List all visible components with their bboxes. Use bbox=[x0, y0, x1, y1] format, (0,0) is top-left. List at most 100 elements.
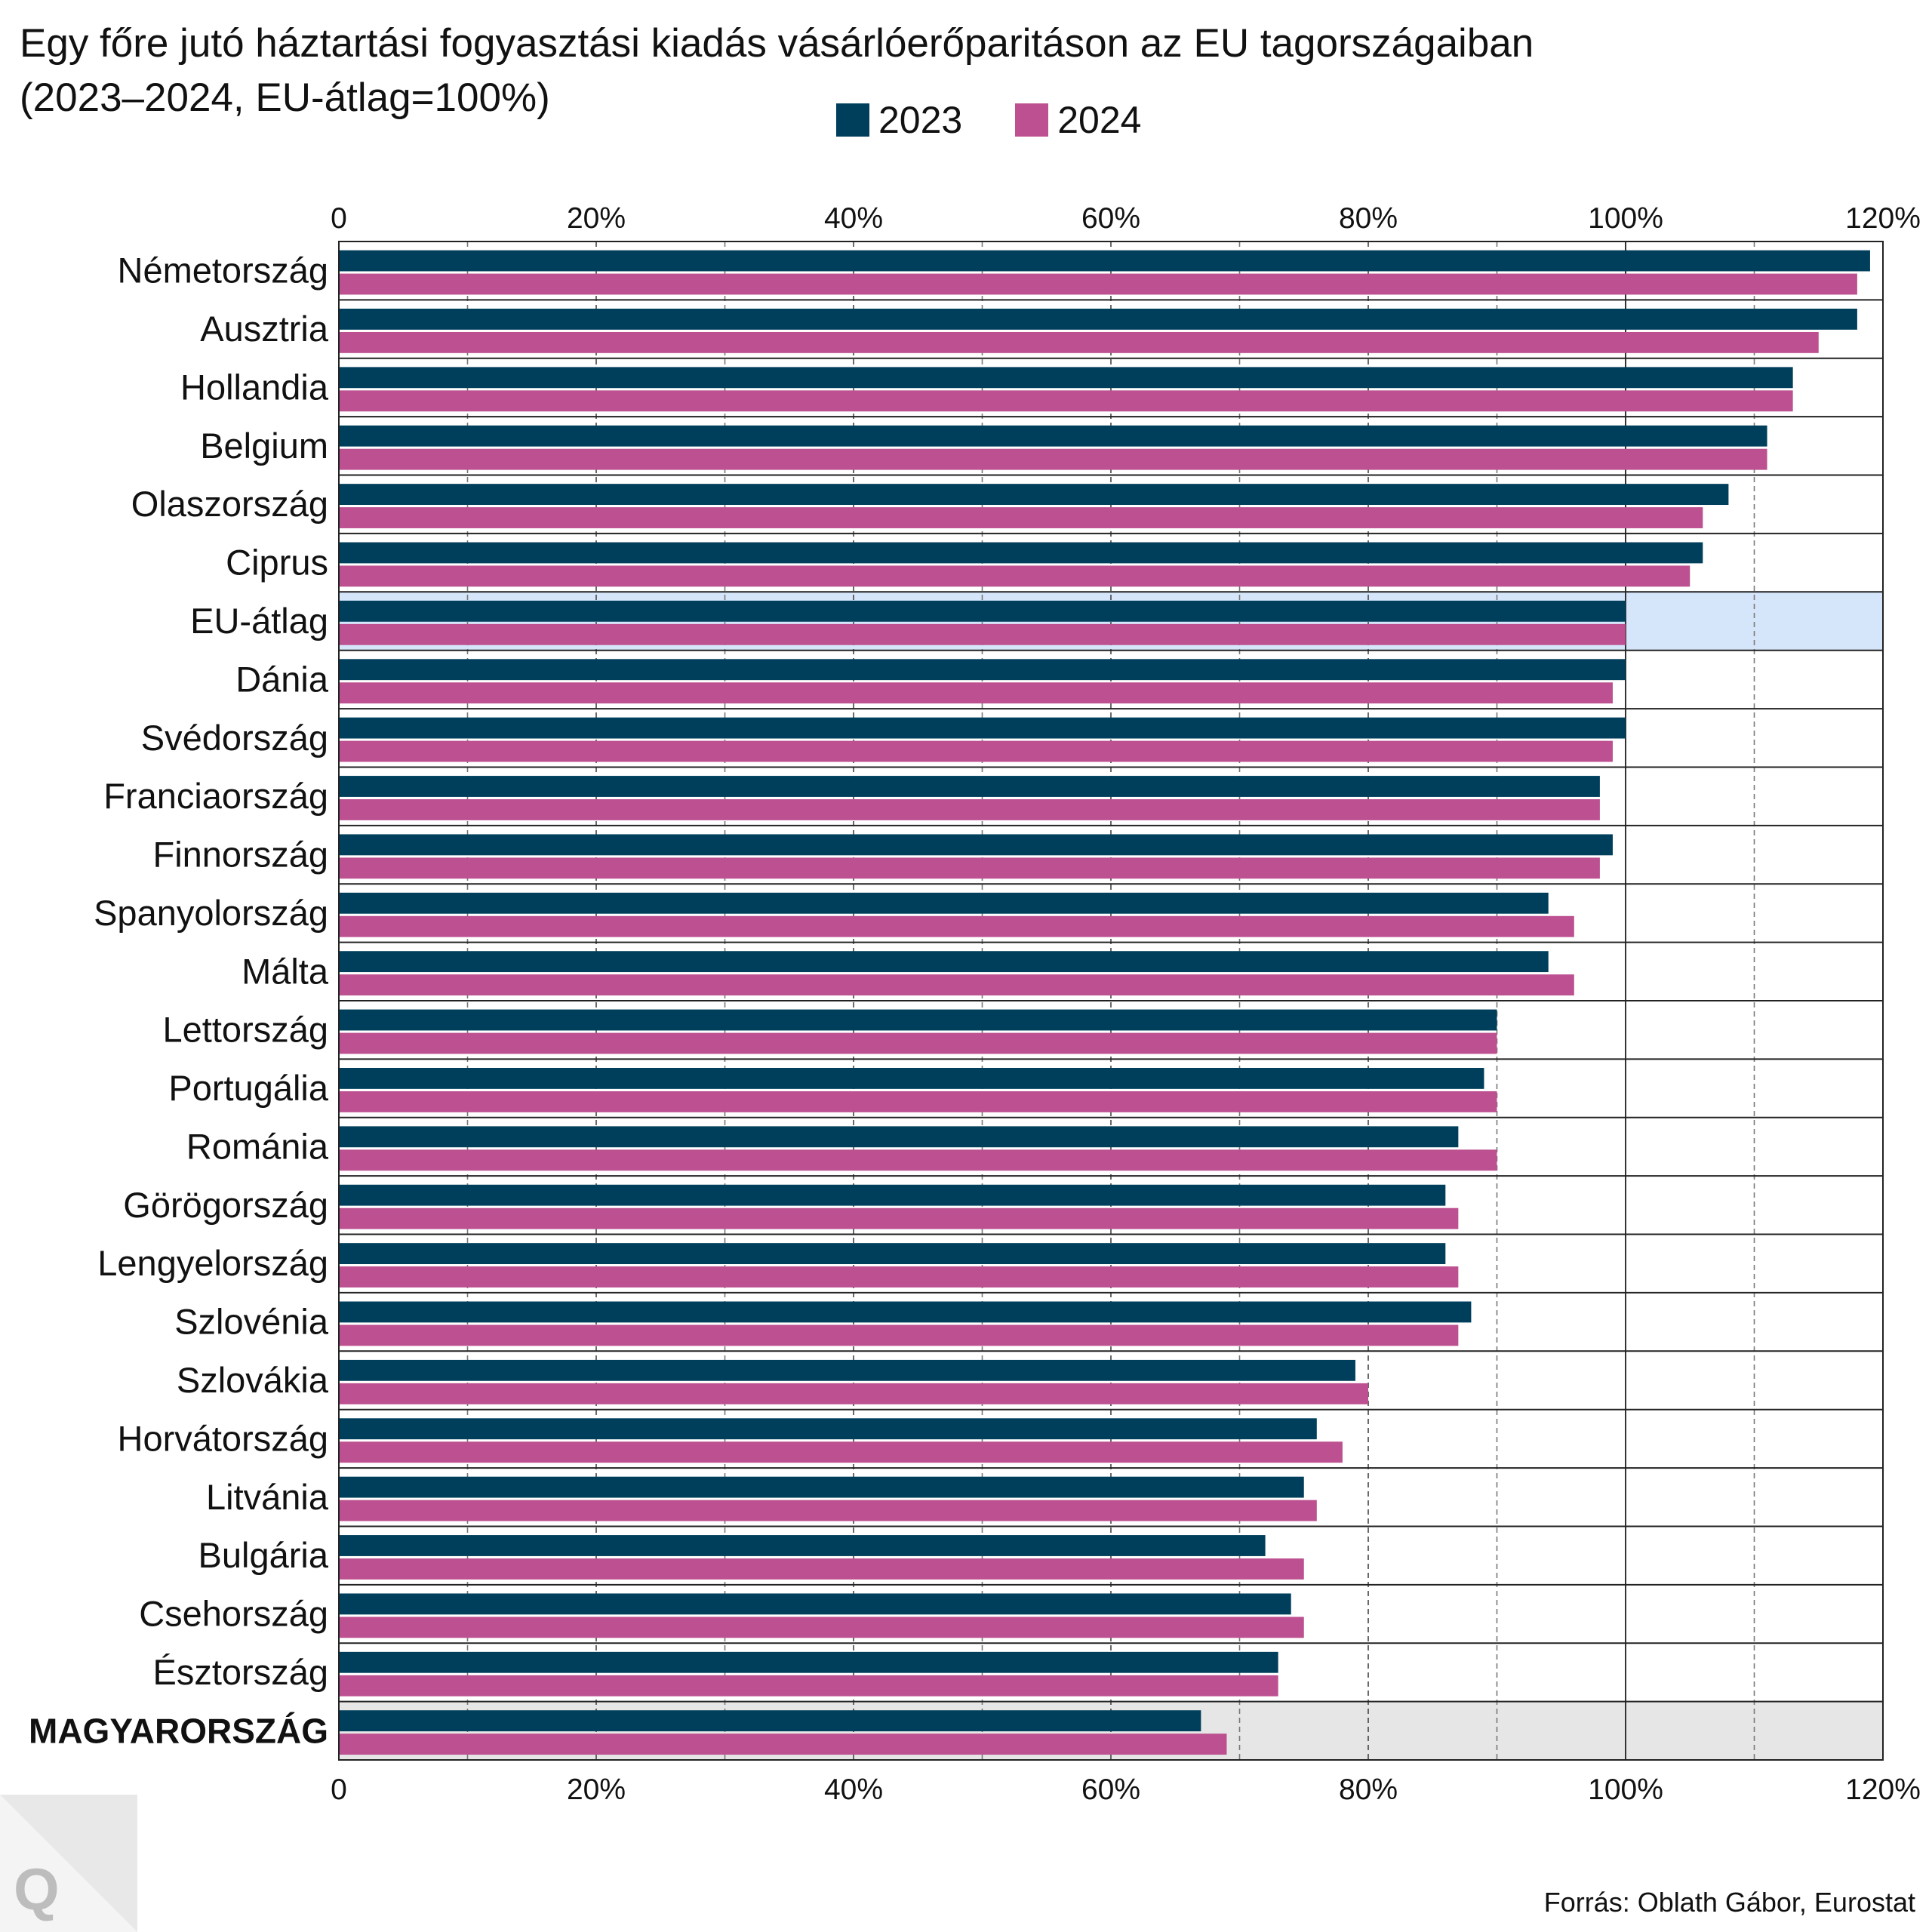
bar-2024 bbox=[339, 1734, 1227, 1755]
category-label: Finnország bbox=[153, 835, 329, 875]
category-label: Málta bbox=[242, 951, 329, 991]
bar-2024 bbox=[339, 799, 1600, 820]
legend-label-2023: 2023 bbox=[878, 99, 963, 141]
bar-2023 bbox=[339, 542, 1703, 564]
x-tick-label-bottom: 0 bbox=[331, 1774, 347, 1806]
category-label: Lengyelország bbox=[97, 1243, 328, 1283]
x-tick-label-top: 120% bbox=[1845, 202, 1921, 235]
category-label: Észtország bbox=[153, 1652, 328, 1692]
category-label: Csehország bbox=[139, 1594, 328, 1634]
x-tick-label-bottom: 80% bbox=[1339, 1774, 1398, 1806]
bar-2023 bbox=[339, 659, 1626, 681]
bar-2024 bbox=[339, 1558, 1304, 1580]
category-label: Spanyolország bbox=[94, 893, 328, 933]
x-tick-label-bottom: 40% bbox=[824, 1774, 883, 1806]
bar-2023 bbox=[339, 1301, 1472, 1323]
bar-2023 bbox=[339, 250, 1870, 272]
category-label: Románia bbox=[186, 1126, 329, 1166]
bar-2023 bbox=[339, 425, 1767, 447]
x-tick-label-top: 0 bbox=[331, 202, 347, 235]
bar-2024 bbox=[339, 1324, 1459, 1346]
x-tick-label-top: 20% bbox=[567, 202, 626, 235]
category-label: Lettország bbox=[163, 1010, 328, 1050]
plot-frame bbox=[338, 241, 1884, 1761]
bar-2024 bbox=[339, 1091, 1497, 1112]
x-tick-label-top: 40% bbox=[824, 202, 883, 235]
bar-2023 bbox=[339, 600, 1626, 622]
bar-2024 bbox=[339, 331, 1819, 353]
bar-2024 bbox=[339, 1617, 1304, 1638]
bar-2024 bbox=[339, 507, 1703, 528]
bar-2023 bbox=[339, 1710, 1201, 1732]
category-label: Belgium bbox=[200, 426, 328, 466]
category-label: Szlovénia bbox=[174, 1302, 329, 1342]
bar-2024 bbox=[339, 974, 1574, 996]
bar-2024 bbox=[339, 1266, 1459, 1287]
bar-2023 bbox=[339, 1476, 1304, 1498]
x-tick-label-bottom: 60% bbox=[1081, 1774, 1140, 1806]
category-label: Franciaország bbox=[103, 776, 328, 816]
bar-2023 bbox=[339, 367, 1793, 389]
bar-2023 bbox=[339, 1067, 1484, 1089]
category-label: Svédország bbox=[141, 718, 328, 758]
category-label: Szlovákia bbox=[177, 1360, 329, 1400]
bar-2024 bbox=[339, 1675, 1278, 1697]
category-label: Litvánia bbox=[206, 1477, 329, 1517]
bar-2024 bbox=[339, 1032, 1497, 1054]
legend: 2023 2024 bbox=[836, 98, 1141, 142]
bar-2023 bbox=[339, 1535, 1266, 1556]
bar-2023 bbox=[339, 308, 1857, 330]
bar-2024 bbox=[339, 273, 1857, 295]
x-tick-label-bottom: 120% bbox=[1845, 1774, 1921, 1806]
bar-2024 bbox=[339, 623, 1626, 645]
bar-2024 bbox=[339, 390, 1793, 412]
bar-2023 bbox=[339, 951, 1549, 973]
x-tick-label-top: 60% bbox=[1081, 202, 1140, 235]
x-tick-label-top: 100% bbox=[1588, 202, 1663, 235]
bar-2024 bbox=[339, 1383, 1368, 1404]
legend-swatch-2024 bbox=[1015, 103, 1049, 137]
category-label: Németország bbox=[118, 251, 329, 291]
legend-label-2024: 2024 bbox=[1057, 99, 1142, 141]
bar-2024 bbox=[339, 1441, 1343, 1463]
x-tick-label-bottom: 20% bbox=[567, 1774, 626, 1806]
bar-2023 bbox=[339, 892, 1549, 914]
bar-2023 bbox=[339, 1009, 1497, 1031]
category-label: MAGYARORSZÁG bbox=[29, 1711, 328, 1750]
category-label: Ciprus bbox=[226, 543, 328, 583]
category-label: Bulgária bbox=[198, 1535, 329, 1575]
source-note: Forrás: Oblath Gábor, Eurostat bbox=[1543, 1887, 1915, 1918]
legend-item-2024: 2024 bbox=[1015, 98, 1141, 142]
category-label: Dánia bbox=[235, 659, 329, 699]
bar-2024 bbox=[339, 565, 1690, 587]
svg-text:Q: Q bbox=[14, 1856, 60, 1922]
category-label: Ausztria bbox=[200, 309, 329, 349]
bar-2023 bbox=[339, 1243, 1446, 1265]
bar-2023 bbox=[339, 1184, 1446, 1206]
title-line-1: Egy főre jutó háztartási fogyasztási kia… bbox=[20, 21, 1534, 66]
bar-2023 bbox=[339, 1126, 1459, 1148]
bar-2024 bbox=[339, 1500, 1317, 1521]
bar-2024 bbox=[339, 1208, 1459, 1229]
category-label: Portugália bbox=[168, 1068, 328, 1108]
bar-2024 bbox=[339, 857, 1600, 879]
bar-2023 bbox=[339, 1418, 1317, 1440]
bar-2023 bbox=[339, 1359, 1355, 1381]
x-tick-label-top: 80% bbox=[1339, 202, 1398, 235]
bar-2023 bbox=[339, 1651, 1278, 1673]
category-label: EU-átlag bbox=[190, 601, 328, 641]
legend-item-2023: 2023 bbox=[836, 98, 962, 142]
category-label: Hollandia bbox=[180, 367, 329, 407]
category-label: Olaszország bbox=[131, 484, 328, 524]
bar-2024 bbox=[339, 448, 1767, 470]
bar-2024 bbox=[339, 740, 1613, 762]
q-logo: Q bbox=[0, 1795, 137, 1932]
bar-2023 bbox=[339, 1593, 1291, 1615]
legend-swatch-2023 bbox=[836, 103, 869, 137]
bar-2023 bbox=[339, 776, 1600, 797]
category-label: Görögország bbox=[123, 1185, 328, 1225]
bar-2024 bbox=[339, 682, 1613, 704]
bar-2023 bbox=[339, 834, 1613, 856]
chart-title: Egy főre jutó háztartási fogyasztási kia… bbox=[20, 17, 1534, 125]
